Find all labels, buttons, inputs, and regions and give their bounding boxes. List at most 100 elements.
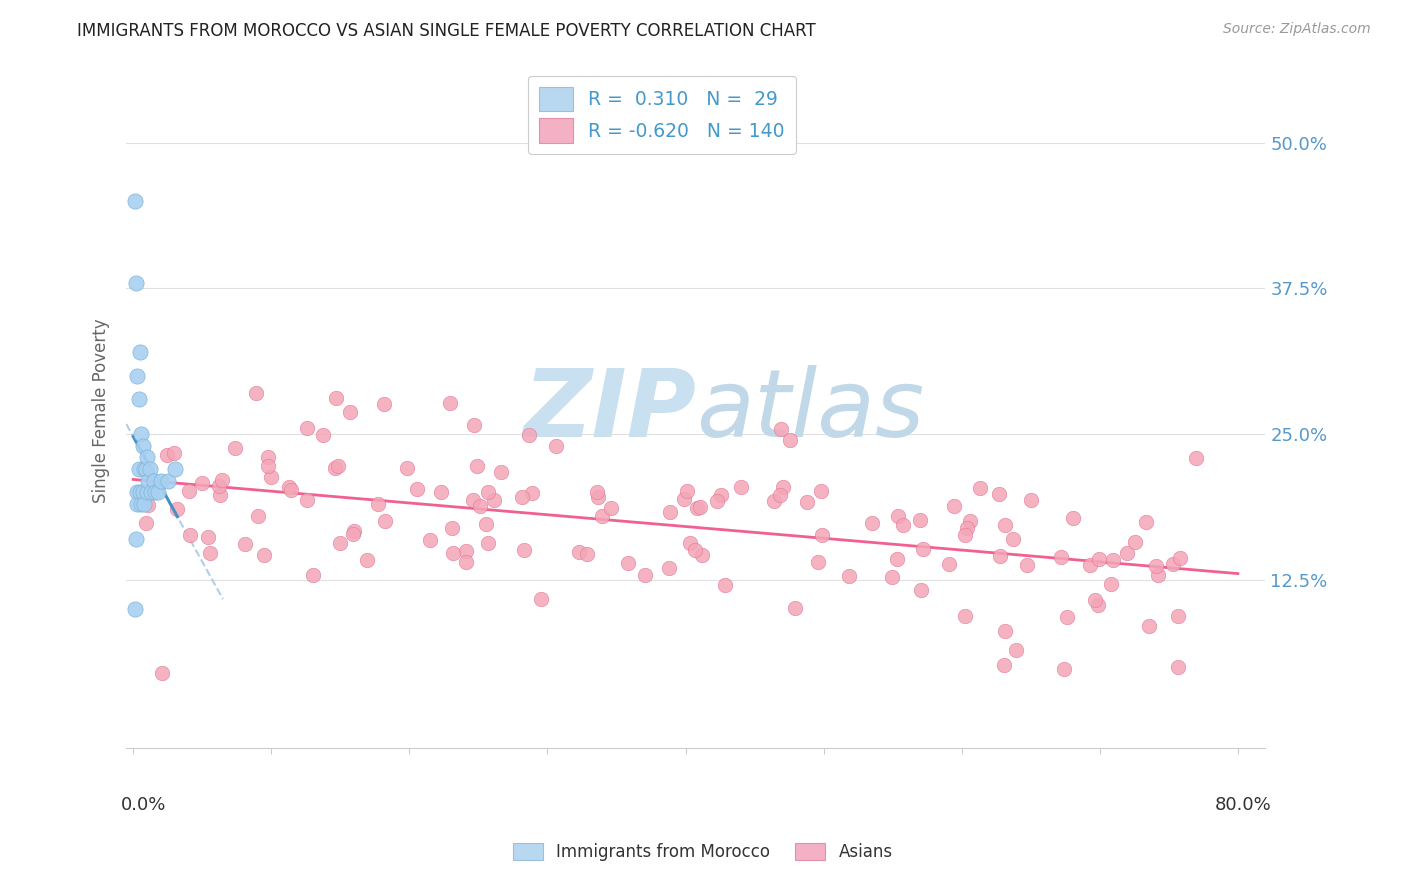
Point — [1123, 534, 1146, 549]
Point — [323, 461, 346, 475]
Point — [141, 485, 163, 500]
Point — [373, 397, 395, 411]
Point — [882, 570, 904, 584]
Point — [617, 557, 640, 571]
Point — [461, 493, 484, 508]
Point — [1099, 576, 1122, 591]
Point — [395, 460, 418, 475]
Point — [374, 514, 396, 528]
Point — [224, 442, 246, 456]
Point — [1001, 532, 1024, 546]
Point — [763, 494, 786, 508]
Point — [441, 546, 464, 560]
Point — [406, 483, 429, 497]
Point — [295, 493, 318, 508]
Point — [233, 537, 256, 551]
Point — [1137, 619, 1160, 633]
Point — [257, 458, 280, 473]
Point — [955, 521, 977, 535]
Point — [838, 569, 860, 583]
Point — [356, 552, 378, 566]
Point — [301, 567, 323, 582]
Point — [135, 516, 157, 531]
Point — [367, 497, 389, 511]
Point — [329, 535, 352, 549]
Point — [943, 500, 966, 514]
Point — [675, 483, 697, 498]
Point — [278, 480, 301, 494]
Point — [544, 439, 567, 453]
Point — [955, 527, 977, 541]
Point — [810, 484, 832, 499]
Point — [706, 494, 728, 508]
Point — [135, 462, 157, 476]
Point — [994, 517, 1017, 532]
Point — [772, 480, 794, 494]
Point — [342, 527, 364, 541]
Point — [600, 501, 623, 516]
Point — [125, 276, 148, 290]
Point — [575, 547, 598, 561]
Point — [1102, 552, 1125, 566]
Point — [166, 502, 188, 516]
Point — [440, 521, 463, 535]
Point — [1144, 558, 1167, 573]
Point — [260, 470, 283, 484]
Point — [177, 483, 200, 498]
Point — [1084, 592, 1107, 607]
Point — [657, 561, 679, 575]
Point — [419, 533, 441, 547]
Point — [208, 488, 231, 502]
Point — [673, 492, 696, 507]
Point — [1135, 515, 1157, 529]
Text: Source: ZipAtlas.com: Source: ZipAtlas.com — [1223, 22, 1371, 37]
Point — [634, 568, 657, 582]
Point — [129, 345, 152, 359]
Point — [685, 501, 707, 516]
Point — [994, 624, 1017, 638]
Point — [993, 657, 1015, 672]
Point — [510, 491, 533, 505]
Point — [132, 485, 155, 500]
Point — [146, 485, 169, 500]
Point — [163, 462, 186, 476]
Point — [477, 485, 499, 500]
Point — [136, 499, 159, 513]
Point — [959, 514, 981, 528]
Point — [779, 433, 801, 447]
Point — [197, 530, 219, 544]
Point — [910, 583, 932, 598]
Point — [211, 473, 233, 487]
Point — [131, 427, 153, 442]
Point — [128, 392, 150, 406]
Text: atlas: atlas — [696, 365, 924, 456]
Point — [591, 508, 613, 523]
Point — [143, 485, 166, 500]
Point — [136, 450, 159, 465]
Point — [1019, 492, 1042, 507]
Point — [1056, 610, 1078, 624]
Point — [568, 545, 591, 559]
Point — [429, 485, 451, 500]
Point — [198, 546, 221, 560]
Point — [139, 462, 162, 476]
Point — [910, 512, 932, 526]
Point — [1163, 557, 1185, 571]
Point — [484, 493, 506, 508]
Point — [1088, 552, 1111, 566]
Point — [257, 450, 280, 465]
Point — [1167, 660, 1189, 674]
Point — [714, 578, 737, 592]
Point — [887, 508, 910, 523]
Point — [938, 558, 960, 572]
Point — [142, 474, 165, 488]
Point — [124, 194, 146, 208]
Text: 80.0%: 80.0% — [1215, 796, 1271, 814]
Point — [477, 535, 499, 549]
Point — [295, 421, 318, 435]
Point — [325, 391, 347, 405]
Point — [465, 458, 488, 473]
Point — [730, 480, 752, 494]
Point — [475, 516, 498, 531]
Point — [1168, 551, 1191, 566]
